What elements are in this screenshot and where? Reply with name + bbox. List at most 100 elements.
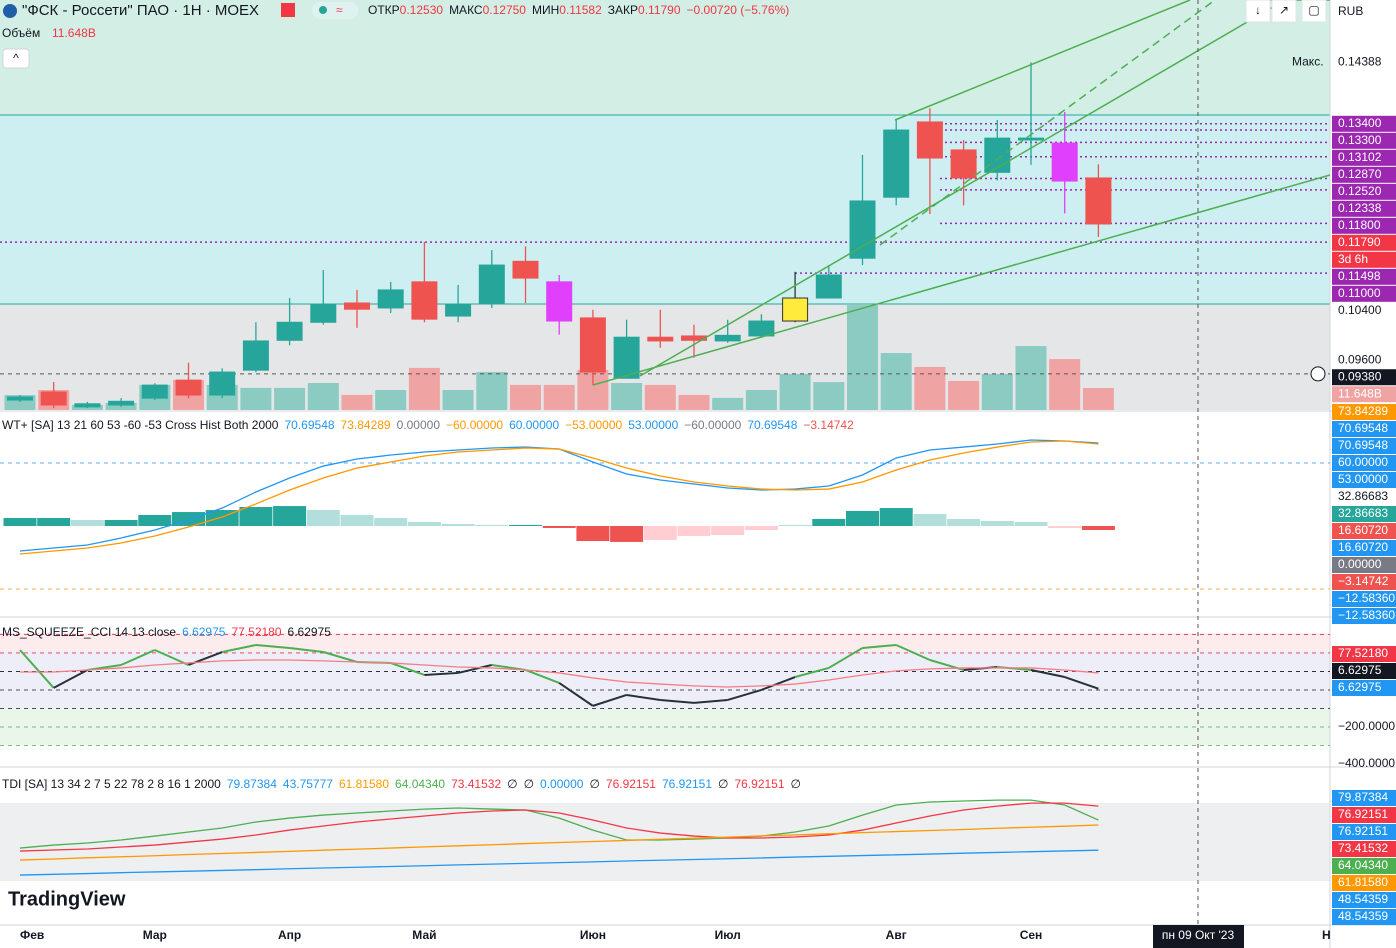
histogram-bar [104,520,138,526]
axis-value-label: 32.86683 [1338,489,1388,503]
status-pill[interactable] [312,2,358,19]
status-dot [319,6,327,14]
series-segment [592,694,627,707]
series-segment [457,664,493,674]
level-label: 0.12520 [1338,184,1382,198]
indicator-value: 70.69548 [747,418,797,432]
histogram-bar [576,525,610,542]
histogram-bar [542,525,576,528]
level-label: 0.13300 [1338,133,1382,147]
axis-value-label: 6.62975 [1338,680,1382,694]
histogram-bar [70,520,104,526]
symbol-title: "ФСК - Россети" ПАО · 1Н · MOEX [22,2,259,19]
candle-body [7,396,33,401]
candle-body [815,274,842,299]
candle-body [748,320,775,337]
volume-bar [375,390,407,410]
indicator-value: 60.00000 [509,418,559,432]
x-tick-label: Сен [1020,928,1043,942]
axis-value-label-bg [1332,591,1396,607]
toolbar-button[interactable] [1301,0,1327,23]
candle-body [445,304,472,317]
axis-value-label-bg [1332,472,1396,488]
level-label-bg [1332,217,1396,234]
currency[interactable]: RUB [1338,4,1363,18]
collapse-button[interactable] [2,48,30,69]
series-line [19,824,1099,861]
volume-bar [981,373,1013,410]
toolbar-button[interactable] [1271,0,1297,23]
x-tick-label: Н [1322,928,1331,942]
indicator-value: 6.62975 [288,625,332,639]
crosshair-price: 0.09380 [1338,369,1382,383]
axis-value-label: 70.69548 [1338,421,1388,435]
band [0,633,1330,651]
crosshair-date: пн 09 Окт '23 [1162,928,1235,942]
axis-value-label-bg [1332,404,1396,420]
series-segment [862,643,897,649]
axis-value-label-bg [1332,557,1396,573]
axis-value-label: 0.00000 [1338,557,1382,571]
indicator-title: TDI [SA] 13 34 2 7 5 22 78 2 8 16 1 2000 [2,777,221,791]
y-tick-label: −200.0000 [1338,719,1395,733]
volume-bar [240,387,272,410]
level-label: 0.13102 [1338,150,1382,164]
histogram-bar [913,514,947,526]
candle-body [209,371,236,396]
candle-body [782,297,809,322]
series-segment [19,649,55,689]
indicator-title: WT+ [SA] 13 21 60 53 -60 -53 Cross Hist … [2,418,279,432]
level-label: 0.13400 [1338,116,1382,130]
flag-icon[interactable] [281,3,295,17]
indicator-value: ∅ [507,777,517,791]
axis-value-label-bg [1332,523,1396,539]
candle-body [276,321,303,341]
candle-body [242,340,269,371]
axis-value-label: 48.54359 [1338,909,1388,923]
histogram-bar [509,524,542,526]
series-line [20,659,1099,688]
axis-value-label: −3.14742 [1338,574,1389,588]
histogram-bar [138,514,172,526]
series-line [19,802,1099,852]
histogram-bar [643,525,677,540]
series-segment [289,646,324,654]
indicator-value: 53.00000 [628,418,678,432]
symbol-logo [3,4,17,18]
histogram-bar [1014,522,1048,526]
indicator-value: 64.04340 [395,777,445,791]
volume-bar [678,394,710,410]
candle-body [512,260,539,279]
series-segment [558,682,594,707]
axis-value-label: 77.52180 [1338,646,1388,660]
candle-body [984,137,1011,173]
marks: Фев Мар Апр Май Июн Июл Авг Сен Макс. 0.14388 0.13… [0,55,1396,942]
indicator-value: −3.14742 [803,418,854,432]
candle-body [1085,177,1112,225]
axis-value-label: 76.92151 [1338,824,1388,838]
axis-value-label: 60.00000 [1338,455,1388,469]
collapse-icon: ^ [13,51,19,65]
histogram-bar [677,525,711,536]
toolbar-icon: ▢ [1308,3,1319,17]
ohlc-value: 0.11790 [638,3,681,17]
histogram-bar [3,518,37,526]
trendline [639,0,1286,377]
toolbar-button[interactable] [1245,0,1271,23]
x-tick-label: Апр [278,928,301,942]
histogram-bar [273,506,307,526]
indicator-value: 61.81580 [339,777,389,791]
candle-body [310,304,337,323]
level-label: 0.12338 [1338,201,1382,215]
y-tick-label: 0.09600 [1338,352,1382,366]
axis-value-label: 48.54359 [1338,892,1388,906]
histogram-bar [441,523,475,526]
axis-value-label-bg [1332,841,1396,857]
level-label-bg [1332,132,1396,149]
trendline [879,0,1216,246]
candle-body [546,281,573,322]
indicator-value: 76.92151 [662,777,712,791]
histogram-bar [947,518,981,526]
indicator-value: 76.92151 [606,777,656,791]
y-tick-label: 0.10400 [1338,303,1382,317]
